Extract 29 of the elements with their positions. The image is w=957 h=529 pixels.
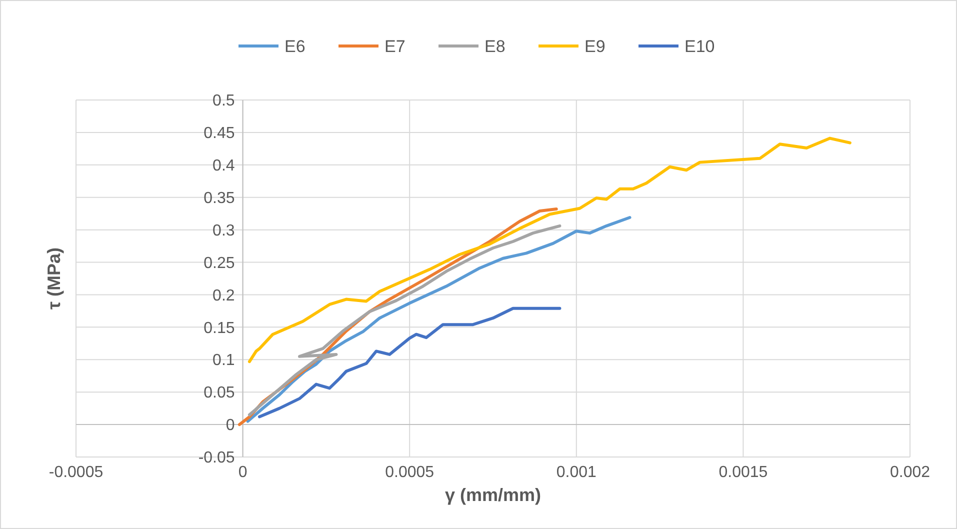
y-tick-label: 0.1: [212, 352, 235, 370]
x-tick-label: 0.002: [890, 464, 930, 481]
y-tick-label: 0.35: [204, 190, 235, 207]
x-tick-label: 0.0015: [718, 464, 768, 481]
x-axis-title: γ (mm/mm): [444, 485, 542, 505]
x-tick-label: -0.0005: [48, 464, 104, 481]
y-tick-label: 0: [226, 417, 235, 434]
legend-label: E8: [484, 36, 506, 56]
x-tick-label: 0.0005: [385, 464, 434, 481]
y-tick-label: 0.2: [212, 287, 235, 304]
y-tick-label: 0.3: [212, 222, 235, 240]
legend-label: E6: [284, 36, 306, 56]
line-series: [258, 306, 562, 418]
x-tick-label: 0.001: [556, 464, 597, 481]
y-tick-label: 0.4: [212, 158, 235, 175]
y-tick-label: 0.45: [204, 125, 235, 142]
y-tick-label: 0.5: [212, 92, 235, 110]
line-series: [248, 224, 562, 416]
line-series: [246, 216, 632, 423]
y-tick-label: 0.15: [204, 320, 235, 337]
legend-label: E9: [584, 36, 606, 56]
y-tick-label: -0.05: [198, 450, 235, 467]
legend-label: E10: [684, 36, 715, 56]
y-axis-title: τ (MPa): [44, 247, 64, 310]
x-tick-label: 0: [238, 464, 248, 481]
y-tick-label: 0.25: [204, 254, 235, 272]
line-series: [248, 136, 852, 364]
y-tick-label: 0.05: [204, 384, 235, 402]
legend-label: E7: [384, 36, 406, 56]
